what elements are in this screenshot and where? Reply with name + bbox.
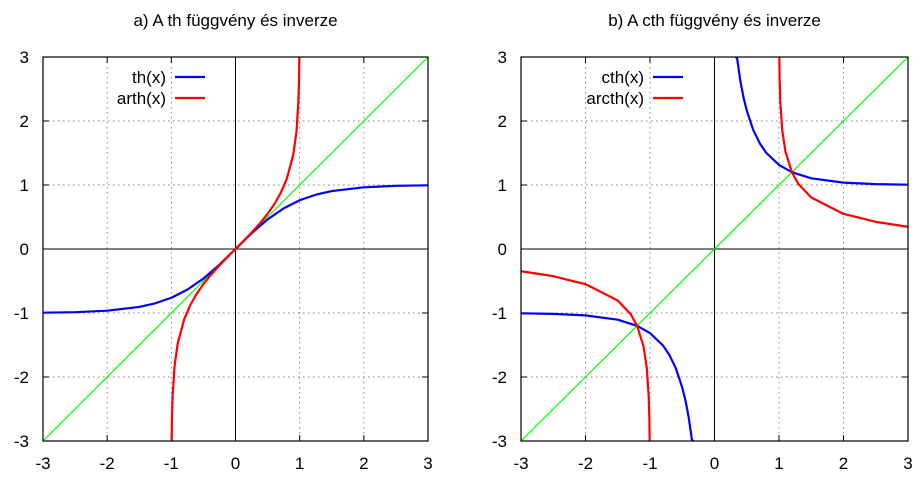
chart-title: a) A th függvény és inverze (133, 11, 337, 30)
series-line-branch (778, 57, 908, 228)
y-tick-label: 3 (20, 48, 29, 67)
x-tick-label: 1 (774, 454, 783, 473)
series-line-arth-x (170, 57, 301, 441)
series-line-cth-x (521, 312, 695, 441)
chart-panel-b: b) A cth függvény és inverze -3 -2 -1 0 1 2 3 -… (492, 11, 913, 473)
y-tick-label: 2 (498, 112, 507, 131)
x-tick-label: 2 (839, 454, 848, 473)
x-tick-label: 0 (710, 454, 719, 473)
series-line-arcth-x (521, 270, 651, 441)
legend-label: cth(x) (602, 68, 645, 87)
x-tick-label: -1 (642, 454, 657, 473)
y-tick-label: 1 (20, 176, 29, 195)
plot-frame (520, 56, 909, 442)
y-tick-label: -1 (14, 304, 29, 323)
y-tick-label: 2 (20, 112, 29, 131)
y-tick-label: 1 (498, 176, 507, 195)
y-tick-label: -3 (14, 432, 29, 451)
chart-title: b) A cth függvény és inverze (608, 11, 821, 30)
y-tick-label: 0 (20, 240, 29, 259)
x-tick-label: -2 (100, 454, 115, 473)
plot-area (521, 57, 908, 441)
chart-panel-a: a) A th függvény és inverze -3 -2 -1 0 1 2 3 -3… (14, 11, 433, 473)
x-tick-label: 1 (295, 454, 304, 473)
x-tick-label: 3 (903, 454, 912, 473)
x-tick-label: 2 (359, 454, 368, 473)
y-tick-label: -2 (14, 368, 29, 387)
x-tick-label: -1 (164, 454, 179, 473)
x-tick-label: -3 (513, 454, 528, 473)
legend-label: arth(x) (117, 89, 166, 108)
legend-label: arcth(x) (586, 89, 644, 108)
y-tick-label: 0 (498, 240, 507, 259)
series-line-branch (734, 57, 908, 186)
y-tick-label: -3 (492, 432, 507, 451)
legend-label: th(x) (132, 68, 166, 87)
series-line-identity (521, 57, 908, 441)
plot-frame (42, 56, 429, 442)
x-tick-label: 3 (423, 454, 432, 473)
x-tick-label: 0 (231, 454, 240, 473)
y-tick-label: 3 (498, 48, 507, 67)
x-tick-label: -3 (35, 454, 50, 473)
plot-area (43, 57, 428, 441)
y-tick-label: -2 (492, 368, 507, 387)
x-tick-label: -2 (578, 454, 593, 473)
y-tick-label: -1 (492, 304, 507, 323)
